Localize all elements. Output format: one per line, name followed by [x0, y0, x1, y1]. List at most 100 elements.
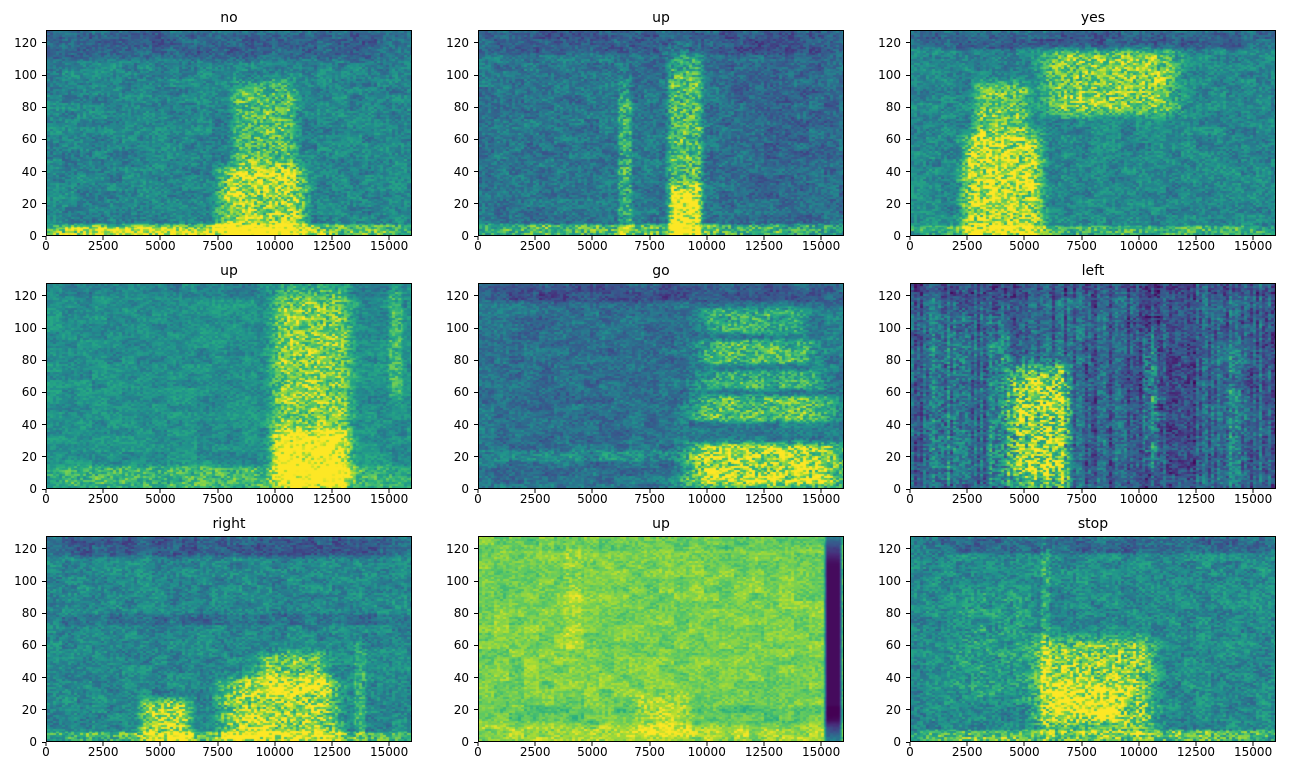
x-tick-mark: [477, 489, 479, 493]
x-axis-tick-labels: 0 2500 5000 7500 10000 12500 15000: [474, 236, 844, 253]
y-tick-label: 0: [461, 482, 469, 496]
x-tick-label: 15000: [370, 239, 409, 253]
x-tick-mark: [534, 236, 536, 240]
y-axis-tick-labels: 0 20 40 60 80 100 120: [434, 283, 478, 496]
x-tick-label: 12500: [744, 239, 784, 253]
y-tick-mark: [474, 359, 478, 361]
y-tick-mark: [906, 391, 910, 393]
spectrogram-subplot: right 0 20 40 60 80 100 120 0 2500 5000 7500 10000…: [0, 506, 432, 759]
x-tick-mark: [534, 742, 536, 746]
x-tick-mark: [274, 236, 276, 240]
y-tick-mark: [474, 235, 478, 237]
x-tick-label: 15000: [802, 745, 841, 759]
subplot-title: up: [652, 516, 670, 532]
x-tick-mark: [966, 236, 968, 240]
y-tick-label: 80: [453, 606, 469, 621]
y-tick-label: 0: [893, 482, 901, 496]
x-tick-mark: [1081, 236, 1083, 240]
x-tick-label: 7500: [202, 239, 233, 253]
x-tick-mark: [388, 742, 390, 746]
spectrogram-subplot: go 0 20 40 60 80 100 120 0 2500 5000 7500 10000 125…: [432, 253, 864, 506]
y-tick-label: 120: [14, 541, 37, 556]
x-tick-mark: [591, 489, 593, 493]
y-tick-label: 100: [878, 574, 901, 589]
y-tick-label: 100: [446, 321, 469, 336]
y-tick-label: 120: [446, 288, 469, 303]
spectrogram-subplot: up 0 20 40 60 80 100 120 0 2500 5000 7500 10000 125…: [432, 506, 864, 759]
y-tick-mark: [474, 391, 478, 393]
spectrogram-heatmap-canvas: [47, 31, 411, 235]
y-tick-mark: [906, 644, 910, 646]
y-axis-tick-labels: 0 20 40 60 80 100 120: [2, 536, 46, 749]
x-tick-label: 15000: [1234, 745, 1273, 759]
subplot-title: no: [220, 10, 238, 26]
y-tick-label: 60: [21, 385, 37, 400]
x-tick-label: 0: [42, 745, 50, 759]
x-tick-label: 15000: [802, 239, 841, 253]
y-axis-tick-labels: 0 20 40 60 80 100 120: [866, 283, 910, 496]
x-tick-label: 0: [906, 492, 914, 506]
y-tick-label: 80: [885, 100, 901, 115]
subplot-title: yes: [1080, 10, 1106, 26]
y-tick-mark: [474, 295, 478, 297]
y-tick-mark: [42, 644, 46, 646]
y-tick-mark: [474, 138, 478, 140]
y-tick-mark: [42, 74, 46, 76]
x-tick-mark: [217, 236, 219, 240]
y-tick-label: 40: [885, 670, 901, 685]
spectrogram-heatmap-canvas: [479, 31, 843, 235]
x-tick-mark: [1138, 236, 1140, 240]
x-tick-mark: [1252, 742, 1254, 746]
y-tick-mark: [906, 456, 910, 458]
y-tick-label: 40: [885, 417, 901, 432]
x-tick-mark: [706, 742, 708, 746]
x-tick-mark: [1252, 489, 1254, 493]
x-tick-label: 0: [42, 492, 50, 506]
spectrogram-heatmap-canvas: [911, 284, 1275, 488]
y-tick-label: 80: [453, 100, 469, 115]
x-tick-mark: [966, 742, 968, 746]
y-tick-mark: [474, 580, 478, 582]
x-axis-tick-labels: 0 2500 5000 7500 10000 12500 15000: [42, 236, 412, 253]
y-tick-label: 20: [885, 702, 901, 717]
x-tick-mark: [45, 236, 47, 240]
x-tick-label: 2500: [951, 745, 983, 759]
y-tick-mark: [474, 612, 478, 614]
y-tick-label: 20: [21, 196, 37, 211]
plot-row: 0 20 40 60 80 100 120: [2, 536, 412, 749]
x-tick-label: 10000: [687, 239, 726, 253]
y-tick-mark: [906, 488, 910, 490]
y-tick-mark: [42, 456, 46, 458]
x-tick-mark: [159, 489, 161, 493]
y-tick-mark: [906, 74, 910, 76]
x-tick-mark: [591, 742, 593, 746]
y-axis-tick-labels: 0 20 40 60 80 100 120: [2, 30, 46, 243]
x-tick-label: 12500: [312, 492, 352, 506]
y-tick-mark: [474, 424, 478, 426]
y-tick-label: 120: [446, 35, 469, 50]
spectrogram-heatmap-canvas: [911, 31, 1275, 235]
y-tick-mark: [42, 327, 46, 329]
x-tick-label: 7500: [202, 492, 233, 506]
y-tick-label: 100: [14, 68, 37, 83]
x-axis-tick-labels: 0 2500 5000 7500 10000 12500 15000: [906, 742, 1276, 759]
y-tick-mark: [906, 424, 910, 426]
x-tick-mark: [1195, 742, 1197, 746]
y-tick-mark: [474, 42, 478, 44]
y-tick-label: 40: [21, 670, 37, 685]
x-tick-label: 7500: [1066, 492, 1097, 506]
x-tick-label: 2500: [87, 492, 119, 506]
spectrogram-subplot: no 0 20 40 60 80 100 120 0 2500 5000 7500 10000 125…: [0, 0, 432, 253]
x-tick-label: 12500: [1176, 745, 1216, 759]
y-tick-mark: [474, 74, 478, 76]
y-tick-label: 120: [878, 288, 901, 303]
x-tick-label: 7500: [634, 239, 665, 253]
x-tick-label: 12500: [312, 745, 352, 759]
spectrogram-axes: [478, 536, 844, 742]
y-tick-mark: [474, 327, 478, 329]
y-tick-label: 120: [878, 541, 901, 556]
y-tick-mark: [474, 677, 478, 679]
x-tick-mark: [649, 742, 651, 746]
x-tick-mark: [274, 742, 276, 746]
y-tick-label: 80: [453, 353, 469, 368]
